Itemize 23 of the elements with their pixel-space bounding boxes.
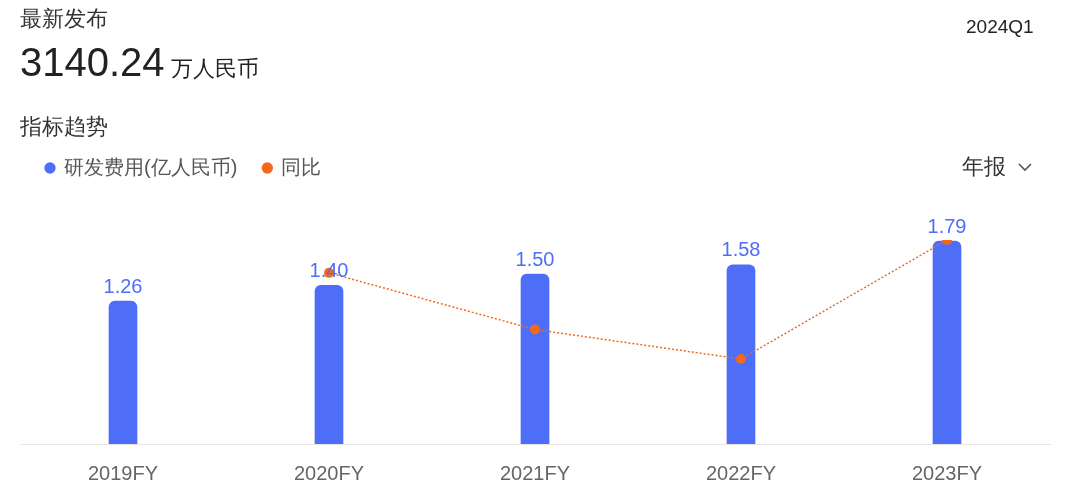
text: 年报 <box>962 153 1006 181</box>
point <box>736 354 746 364</box>
point <box>530 324 540 335</box>
data-label: 1.40 <box>309 258 349 281</box>
x-tick-label: 2023FY <box>911 461 983 484</box>
x-tick-label: 2019FY <box>87 461 159 484</box>
legend-label: 同比 <box>281 155 322 178</box>
bar <box>314 285 344 444</box>
chart-title: 最新发布 <box>20 5 108 33</box>
x-tick-label: 2021FY <box>499 461 571 484</box>
bar <box>108 300 138 444</box>
x-tick-label: 2020FY <box>293 461 365 484</box>
data-label: 1.79 <box>927 214 967 237</box>
text: 2024Q1 <box>966 16 1034 38</box>
data-label: 1.50 <box>515 247 555 270</box>
x-tick-label: 2022FY <box>705 461 777 484</box>
bar <box>932 240 962 444</box>
text: 指标趋势 <box>20 113 108 141</box>
data-label: 1.26 <box>103 274 143 297</box>
bar <box>726 264 756 444</box>
data-label: 1.58 <box>721 238 761 261</box>
legend-label: 研发费用(亿人民币) <box>64 155 238 178</box>
bar <box>520 273 550 444</box>
